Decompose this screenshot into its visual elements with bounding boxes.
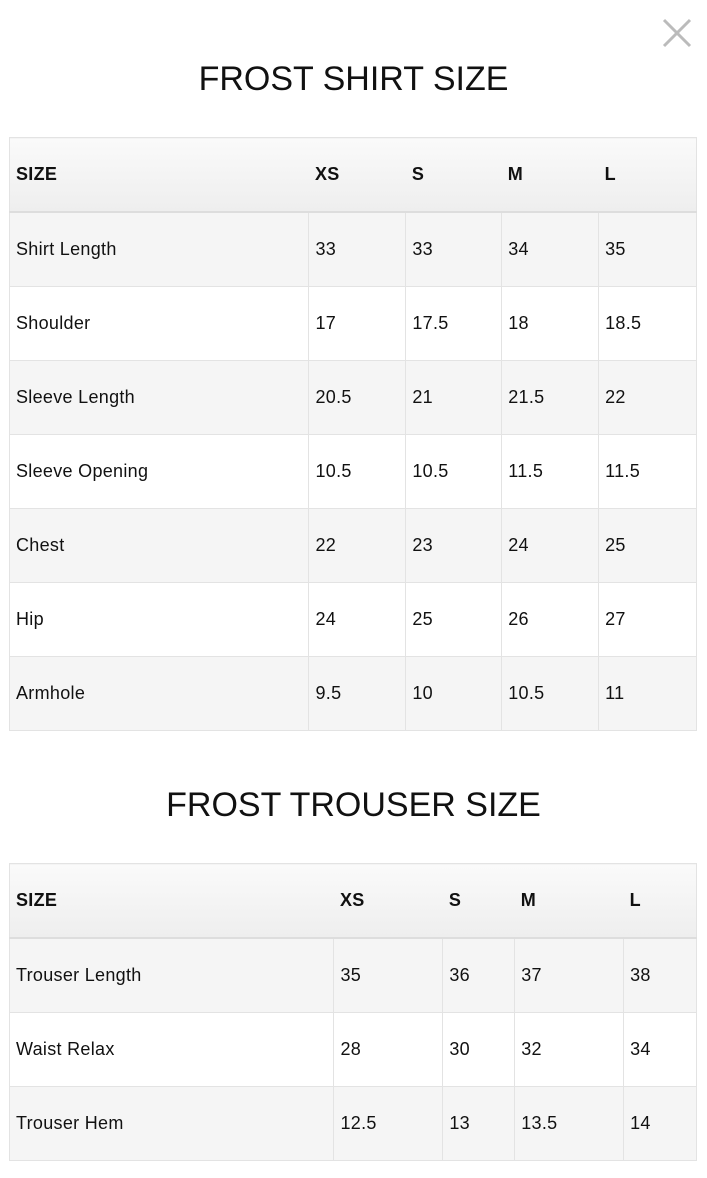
size-value: 11 <box>598 656 697 731</box>
trouser-size-title: FROST TROUSER SIZE <box>166 786 541 824</box>
column-header: M <box>514 863 624 939</box>
measurement-label: Sleeve Length <box>8 360 310 435</box>
size-value: 32 <box>514 1012 625 1087</box>
size-value: 26 <box>501 582 600 657</box>
column-header: XS <box>308 137 406 213</box>
size-value: 33 <box>308 211 407 287</box>
size-value: 24 <box>308 582 407 657</box>
column-header: SIZE <box>8 863 334 939</box>
measurement-label: Shirt Length <box>8 211 310 287</box>
size-value: 28 <box>333 1012 444 1087</box>
table-row: Waist Relax 28 30 32 34 <box>8 1012 697 1087</box>
table-row: Chest 22 23 24 25 <box>8 508 697 583</box>
size-value: 27 <box>598 582 697 657</box>
column-header: M <box>501 137 599 213</box>
table-header-row: SIZE XS S M L <box>8 863 697 939</box>
size-value: 10.5 <box>405 434 503 509</box>
size-value: 21 <box>405 360 503 435</box>
size-value: 17 <box>308 286 407 361</box>
column-header: SIZE <box>8 137 309 213</box>
size-value: 12.5 <box>333 1086 444 1161</box>
size-value: 14 <box>623 1086 697 1161</box>
measurement-label: Chest <box>8 508 310 583</box>
measurement-label: Sleeve Opening <box>8 434 310 509</box>
size-value: 34 <box>501 211 600 287</box>
size-value: 20.5 <box>308 360 407 435</box>
trouser-size-table: SIZE XS S M L Trouser Length 35 36 37 38 Waist Re… <box>8 863 697 1161</box>
table-row: Armhole 9.5 10 10.5 11 <box>8 656 697 731</box>
size-value: 13 <box>442 1086 516 1161</box>
measurement-label: Armhole <box>8 656 310 731</box>
size-value: 22 <box>598 360 697 435</box>
size-value: 18 <box>501 286 600 361</box>
size-value: 25 <box>405 582 503 657</box>
column-header: XS <box>333 863 443 939</box>
size-value: 10.5 <box>501 656 600 731</box>
shirt-size-table: SIZE XS S M L Shirt Length 33 33 34 35 Shoulder 17… <box>8 137 697 731</box>
size-value: 9.5 <box>308 656 407 731</box>
table-row: Trouser Length 35 36 37 38 <box>8 937 697 1013</box>
size-value: 17.5 <box>405 286 503 361</box>
column-header: S <box>405 137 502 213</box>
measurement-label: Hip <box>8 582 310 657</box>
size-value: 35 <box>333 937 444 1013</box>
size-value: 11.5 <box>598 434 697 509</box>
size-value: 33 <box>405 211 503 287</box>
column-header: L <box>598 137 697 213</box>
close-icon[interactable] <box>660 16 694 50</box>
size-value: 37 <box>514 937 625 1013</box>
size-value: 21.5 <box>501 360 600 435</box>
table-row: Hip 24 25 26 27 <box>8 582 697 657</box>
size-value: 23 <box>405 508 503 583</box>
size-value: 18.5 <box>598 286 697 361</box>
size-value: 30 <box>442 1012 516 1087</box>
size-value: 11.5 <box>501 434 600 509</box>
size-value: 22 <box>308 508 407 583</box>
size-value: 34 <box>623 1012 697 1087</box>
table-header-row: SIZE XS S M L <box>8 137 697 213</box>
measurement-label: Waist Relax <box>8 1012 335 1087</box>
shirt-size-title: FROST SHIRT SIZE <box>198 60 509 98</box>
size-value: 35 <box>598 211 697 287</box>
size-value: 25 <box>598 508 697 583</box>
table-row: Shirt Length 33 33 34 35 <box>8 211 697 287</box>
size-value: 36 <box>442 937 516 1013</box>
column-header: S <box>442 863 515 939</box>
size-value: 38 <box>623 937 697 1013</box>
size-value: 13.5 <box>514 1086 625 1161</box>
column-header: L <box>623 863 697 939</box>
table-row: Shoulder 17 17.5 18 18.5 <box>8 286 697 361</box>
size-value: 10 <box>405 656 503 731</box>
measurement-label: Trouser Length <box>8 937 335 1013</box>
measurement-label: Shoulder <box>8 286 310 361</box>
table-row: Sleeve Length 20.5 21 21.5 22 <box>8 360 697 435</box>
measurement-label: Trouser Hem <box>8 1086 335 1161</box>
table-row: Trouser Hem 12.5 13 13.5 14 <box>8 1086 697 1161</box>
table-row: Sleeve Opening 10.5 10.5 11.5 11.5 <box>8 434 697 509</box>
size-value: 10.5 <box>308 434 407 509</box>
size-value: 24 <box>501 508 600 583</box>
